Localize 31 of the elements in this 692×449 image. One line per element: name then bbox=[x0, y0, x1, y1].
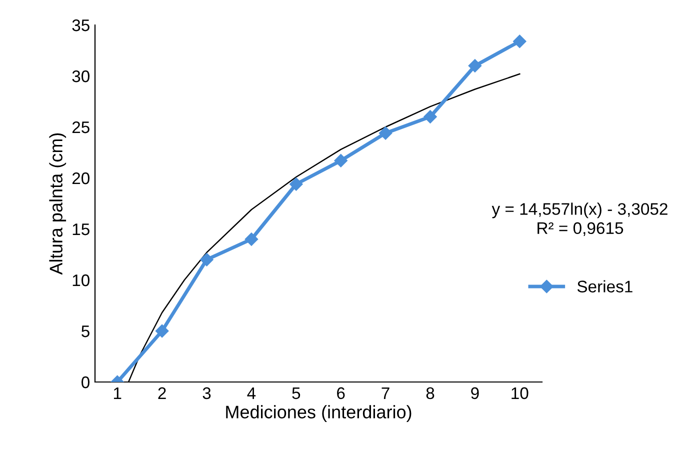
x-tick-label: 3 bbox=[202, 387, 211, 400]
x-tick-label: 1 bbox=[114, 387, 122, 399]
point bbox=[244, 232, 258, 246]
point bbox=[290, 178, 303, 191]
x-tick-label: 6 bbox=[337, 387, 345, 400]
x-tick-label: 4 bbox=[247, 387, 256, 399]
x-tick-label: 7 bbox=[382, 387, 390, 399]
annotation: y = 14,557ln(x) - 3,3052 R² = 0,9615 bbox=[492, 202, 668, 236]
x-tick-label: 10 bbox=[512, 387, 528, 400]
y-tick-label: 15 bbox=[72, 224, 90, 236]
x-tick-label: 9 bbox=[471, 387, 479, 400]
point bbox=[513, 34, 526, 48]
x-tick-label: 8 bbox=[426, 387, 434, 400]
y-axis-title: Altura palnta (cm) bbox=[49, 133, 66, 275]
x-tick-label: 2 bbox=[158, 387, 166, 399]
y-tick-label: 30 bbox=[72, 70, 90, 82]
point bbox=[424, 110, 437, 124]
x-axis-title: Mediciones (interdiario) bbox=[226, 405, 412, 422]
legend-label: Series1 bbox=[577, 280, 632, 292]
point bbox=[334, 154, 348, 168]
y-tick-label: 35 bbox=[72, 19, 90, 32]
y-tick-label: 10 bbox=[72, 274, 90, 286]
y-tick-label: 20 bbox=[72, 172, 90, 184]
point bbox=[200, 253, 214, 266]
y-tick-label: 5 bbox=[82, 326, 90, 338]
point bbox=[468, 59, 482, 72]
y-tick-label: 25 bbox=[72, 121, 90, 134]
y-tick-label: 0 bbox=[82, 376, 90, 388]
x-tick-label: 5 bbox=[292, 387, 300, 400]
point bbox=[378, 126, 392, 140]
point bbox=[155, 324, 169, 338]
